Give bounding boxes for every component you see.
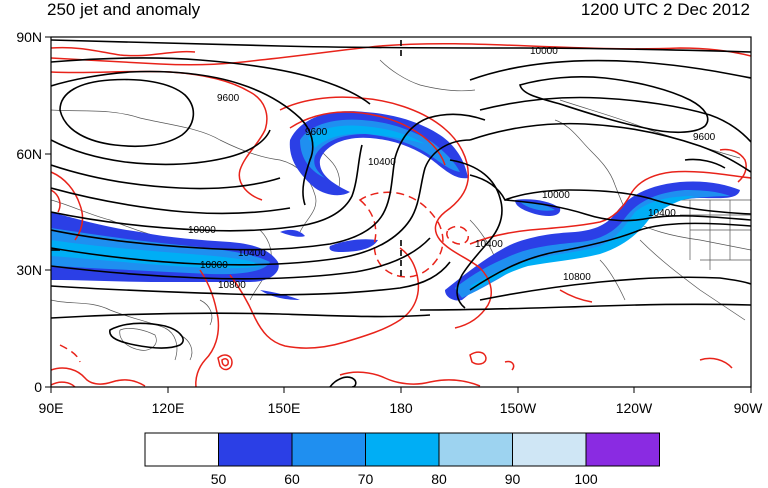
contour-label: 9600 — [217, 93, 240, 104]
colorbar-level-label: 60 — [284, 471, 300, 487]
colorbar: 50 60 70 80 90 100 — [144, 432, 660, 487]
map-timestamp: 1200 UTC 2 Dec 2012 — [580, 0, 750, 19]
lat-label: 90N — [16, 29, 42, 45]
height-contours — [51, 39, 751, 387]
contour-label: 10000 — [200, 260, 228, 271]
axis-ticks — [45, 36, 752, 393]
colorbar-swatch — [144, 432, 219, 467]
contour-label: 9600 — [693, 132, 716, 143]
lon-label: 180 — [389, 400, 413, 416]
anomaly-contours — [51, 42, 751, 387]
contour-label: 10000 — [530, 46, 558, 57]
colorbar-level-label: 90 — [505, 471, 521, 487]
contour-label: 10800 — [218, 280, 246, 291]
lon-label: 90W — [734, 400, 764, 416]
contour-label: 10800 — [563, 272, 591, 283]
colorbar-level-label: 80 — [431, 471, 447, 487]
lat-label: 30N — [16, 262, 42, 278]
lat-label: 60N — [16, 146, 42, 162]
contour-label: 9600 — [305, 127, 328, 138]
contour-label: 10400 — [648, 208, 676, 219]
colorbar-swatch — [585, 432, 660, 467]
contour-labels: 10000 9600 9600 9600 10400 10000 10800 1… — [188, 46, 716, 291]
lon-label: 90E — [39, 400, 64, 416]
contour-label: 10400 — [475, 239, 503, 250]
contour-label: 10000 — [188, 225, 216, 236]
colorbar-swatch — [218, 432, 293, 467]
colorbar-swatch — [438, 432, 513, 467]
lat-label: 0 — [34, 379, 42, 395]
colorbar-level-label: 50 — [211, 471, 227, 487]
colorbar-level-label: 70 — [358, 471, 374, 487]
contour-label: 10400 — [238, 248, 266, 259]
lon-label: 120W — [616, 400, 653, 416]
negative-anomaly-contours — [59, 191, 470, 363]
map-title: 250 jet and anomaly — [47, 0, 201, 19]
lon-label: 120E — [152, 400, 185, 416]
contour-label: 10400 — [368, 157, 396, 168]
colorbar-level-label: 100 — [574, 471, 598, 487]
lon-label: 150W — [500, 400, 537, 416]
contour-label: 10000 — [542, 190, 570, 201]
colorbar-swatch — [365, 432, 440, 467]
colorbar-swatch — [291, 432, 366, 467]
lon-label: 150E — [268, 400, 301, 416]
colorbar-swatch — [512, 432, 587, 467]
